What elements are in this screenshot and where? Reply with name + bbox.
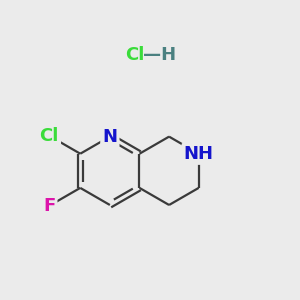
- Text: N: N: [102, 128, 117, 146]
- Text: F: F: [43, 197, 55, 215]
- Text: Cl: Cl: [40, 127, 59, 145]
- Text: —H: —H: [142, 46, 176, 64]
- Text: NH: NH: [184, 145, 214, 163]
- Text: Cl: Cl: [125, 46, 144, 64]
